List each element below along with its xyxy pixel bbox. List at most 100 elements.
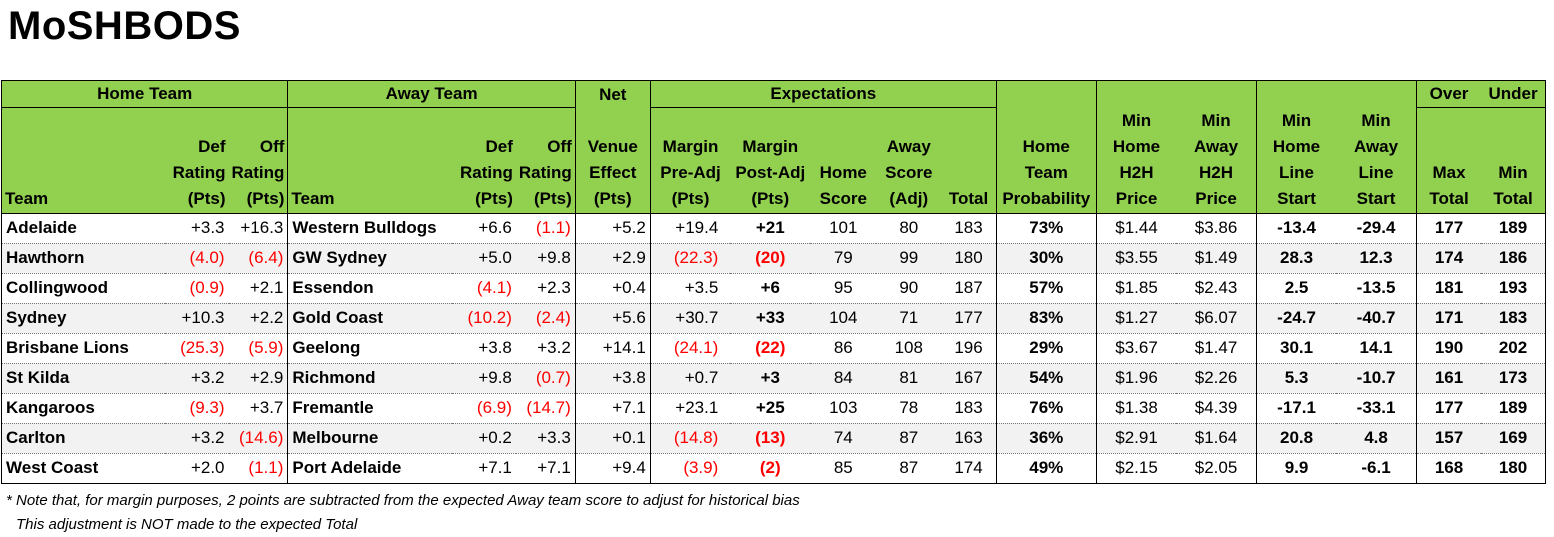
min-home-h2h-price: $3.67 xyxy=(1096,333,1177,364)
margin-pre-adj: +0.7 xyxy=(650,363,731,394)
min-total: 180 xyxy=(1481,453,1546,484)
min-total: 183 xyxy=(1481,303,1546,334)
away-def-rating: +3.8 xyxy=(451,333,516,364)
header-blank-prob xyxy=(995,80,1097,108)
away-def-rating: (10.2) xyxy=(451,303,516,334)
home-def-rating: +10.3 xyxy=(164,303,229,334)
home-def-rating: (0.9) xyxy=(164,273,229,304)
min-total: 173 xyxy=(1481,363,1546,394)
header-away-off-rating: Off Rating (Pts) xyxy=(515,107,576,214)
away-score: 87 xyxy=(876,423,942,454)
home-score: 95 xyxy=(810,273,877,304)
expected-total: 196 xyxy=(941,333,997,364)
expected-total: 183 xyxy=(941,393,997,424)
margin-post-adj: (22) xyxy=(730,333,811,364)
away-score: 71 xyxy=(876,303,942,334)
home-off-rating: (14.6) xyxy=(228,423,289,454)
margin-pre-adj: +19.4 xyxy=(650,213,731,244)
min-away-h2h-price: $2.43 xyxy=(1176,273,1257,304)
away-team-name: Port Adelaide xyxy=(287,453,452,484)
away-def-rating: +7.1 xyxy=(451,453,516,484)
home-score: 84 xyxy=(810,363,877,394)
away-off-rating: (2.4) xyxy=(515,303,576,334)
home-def-rating: +3.2 xyxy=(164,423,229,454)
max-total: 168 xyxy=(1416,453,1482,484)
away-off-rating: (14.7) xyxy=(515,393,576,424)
expected-total: 163 xyxy=(941,423,997,454)
table-row: Kangaroos (9.3) +3.7 Fremantle (6.9) (14.7) +7… xyxy=(1,393,1546,424)
away-def-rating: +9.8 xyxy=(451,363,516,394)
header-expectations: Expectations xyxy=(649,80,997,108)
header-min-home-line: Min Home Line Start xyxy=(1255,107,1337,214)
home-score: 104 xyxy=(810,303,877,334)
margin-pre-adj: +23.1 xyxy=(650,393,731,424)
min-away-line-start: 12.3 xyxy=(1336,243,1417,274)
home-score: 101 xyxy=(810,213,877,244)
header-min-away-line: Min Away Line Start xyxy=(1336,107,1417,214)
away-def-rating: +6.6 xyxy=(451,213,516,244)
header-home-team: Home Team xyxy=(0,80,289,108)
home-score: 79 xyxy=(810,243,877,274)
table-row: Collingwood (0.9) +2.1 Essendon (4.1) +2.3 +0.… xyxy=(1,273,1546,304)
home-off-rating: (1.1) xyxy=(228,453,289,484)
min-total: 193 xyxy=(1481,273,1546,304)
min-home-h2h-price: $3.55 xyxy=(1096,243,1177,274)
min-home-h2h-price: $1.27 xyxy=(1096,303,1177,334)
home-team-name: St Kilda xyxy=(1,363,165,394)
away-score: 81 xyxy=(876,363,942,394)
min-total: 189 xyxy=(1481,393,1546,424)
home-score: 74 xyxy=(810,423,877,454)
min-away-h2h-price: $2.05 xyxy=(1176,453,1257,484)
min-away-h2h-price: $6.07 xyxy=(1176,303,1257,334)
header-home-score: Home Score xyxy=(810,107,877,214)
header-net: Net xyxy=(574,80,651,108)
footnote-2: This adjustment is NOT made to the expec… xyxy=(16,516,358,533)
venue-effect: +0.4 xyxy=(575,273,651,304)
header-team-home: Team xyxy=(1,107,165,214)
away-team-name: Fremantle xyxy=(287,393,452,424)
max-total: 190 xyxy=(1416,333,1482,364)
venue-effect: +14.1 xyxy=(575,333,651,364)
home-team-name: Hawthorn xyxy=(1,243,165,274)
away-team-name: GW Sydney xyxy=(287,243,452,274)
max-total: 157 xyxy=(1416,423,1482,454)
min-away-h2h-price: $1.47 xyxy=(1176,333,1257,364)
header-away-def-rating: Def Rating (Pts) xyxy=(451,107,516,214)
table-row: Brisbane Lions (25.3) (5.9) Geelong +3.8 +3.2… xyxy=(1,333,1546,364)
header-blank-h2h-2 xyxy=(1176,80,1257,108)
margin-post-adj: +33 xyxy=(730,303,811,334)
away-def-rating: (6.9) xyxy=(451,393,516,424)
margin-post-adj: (2) xyxy=(730,453,811,484)
venue-effect: +0.1 xyxy=(575,423,651,454)
min-away-h2h-price: $3.86 xyxy=(1176,213,1257,244)
header-away-score: Away Score (Adj) xyxy=(876,107,942,214)
max-total: 174 xyxy=(1416,243,1482,274)
min-total: 186 xyxy=(1481,243,1546,274)
home-def-rating: +2.0 xyxy=(164,453,229,484)
header-total: Total xyxy=(941,107,997,214)
min-home-h2h-price: $2.15 xyxy=(1096,453,1177,484)
home-team-name: Brisbane Lions xyxy=(1,333,165,364)
expected-total: 177 xyxy=(941,303,997,334)
table-row: St Kilda +3.2 +2.9 Richmond +9.8 (0.7) +3.8 +0.… xyxy=(1,363,1546,394)
home-probability: 76% xyxy=(996,393,1097,424)
max-total: 181 xyxy=(1416,273,1482,304)
margin-post-adj: +25 xyxy=(730,393,811,424)
away-def-rating: (4.1) xyxy=(451,273,516,304)
header-home-probability: Home Team Probability xyxy=(995,107,1097,214)
header-home-def-rating: Def Rating (Pts) xyxy=(164,107,229,214)
home-off-rating: +2.1 xyxy=(228,273,289,304)
min-away-line-start: -40.7 xyxy=(1336,303,1417,334)
away-team-name: Essendon xyxy=(287,273,452,304)
max-total: 177 xyxy=(1416,213,1482,244)
home-off-rating: +2.9 xyxy=(228,363,289,394)
home-team-name: Sydney xyxy=(1,303,165,334)
expected-total: 167 xyxy=(941,363,997,394)
table-row: West Coast +2.0 (1.1) Port Adelaide +7.1 +7.1… xyxy=(1,453,1546,484)
away-off-rating: (0.7) xyxy=(515,363,576,394)
page-title: MoSHBODS xyxy=(8,4,241,48)
away-score: 99 xyxy=(876,243,942,274)
home-team-name: Kangaroos xyxy=(1,393,165,424)
away-score: 80 xyxy=(876,213,942,244)
home-off-rating: +2.2 xyxy=(228,303,289,334)
